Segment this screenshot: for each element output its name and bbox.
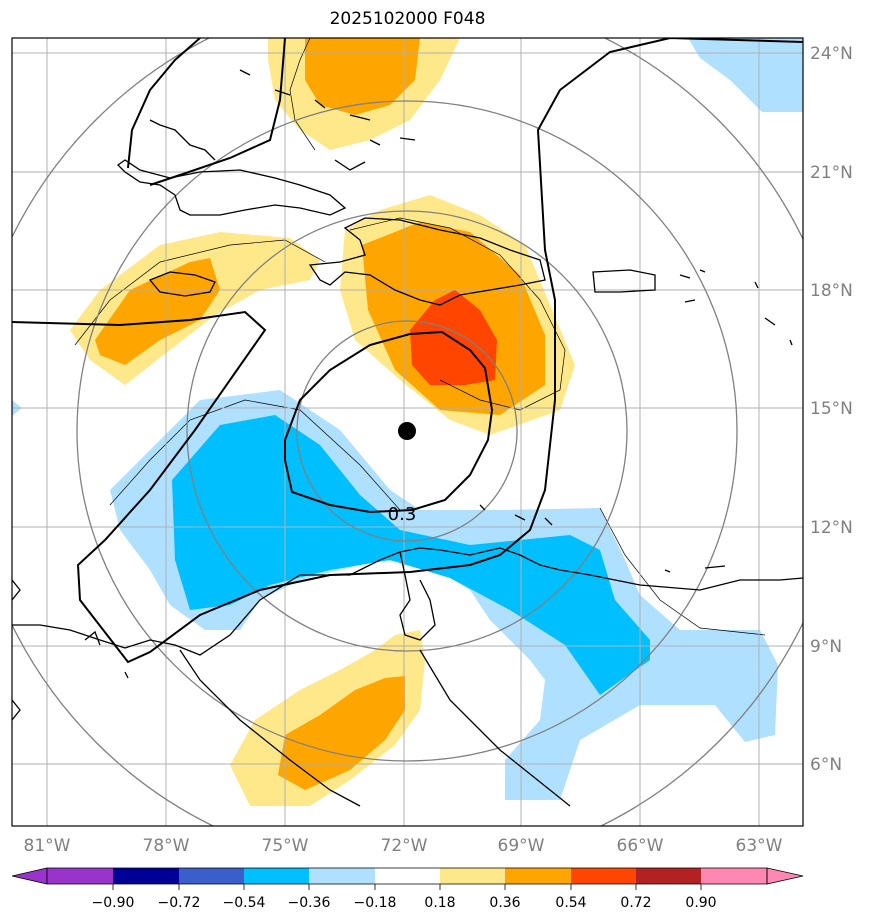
map-frame [11, 37, 804, 827]
colorbar-bin [375, 868, 440, 884]
colorbar-extend-low [11, 867, 48, 885]
map-area [12, 38, 803, 826]
fill-ne-lightblue [688, 38, 803, 112]
fill-hispaniola-red [410, 290, 497, 385]
coast-lesser-islands [679, 269, 793, 346]
colorbar-tick-label: 0.72 [620, 895, 651, 911]
lon-label-69w: 69°W [498, 836, 545, 856]
lon-label-81w: 81°W [24, 836, 71, 856]
lat-label-18n: 18°N [810, 281, 853, 301]
fill-jamaica-orange [95, 258, 220, 365]
coast-hispaniola [308, 217, 546, 306]
colorbar-tick-label: −0.72 [158, 895, 201, 911]
contour-label: 0.3 [388, 504, 417, 525]
colorbar-outline [46, 867, 768, 885]
colorbar-extend-high [766, 867, 804, 885]
fill-colombia-orange [278, 676, 405, 790]
colorbar-bin [571, 868, 636, 884]
coast-islands-south [479, 504, 726, 573]
colorbar-bin [505, 868, 571, 884]
contour-0-3 [284, 330, 494, 514]
coast-bahamas [239, 69, 416, 171]
coastlines [12, 69, 803, 807]
coast-puerto-rico [592, 269, 656, 293]
lat-label-21n: 21°N [810, 163, 853, 183]
range-rings [12, 38, 803, 826]
colorbar-tick-label: 0.36 [489, 895, 520, 911]
map-title: 2025102000 F048 [329, 9, 486, 29]
colorbar-bin [309, 868, 375, 884]
mean-contours [12, 38, 803, 664]
colorbar-ticks [112, 884, 702, 890]
colorbar-bin [179, 868, 244, 884]
lon-labels: 81°W 78°W 75°W 72°W 69°W 66°W 63°W [24, 836, 783, 856]
colorbar-bin [440, 868, 505, 884]
colorbar-bin [47, 868, 113, 884]
lon-label-78w: 78°W [143, 836, 190, 856]
coast-venezuela-inland [179, 649, 571, 807]
coast-florida-keys [149, 119, 216, 161]
colorbar-tick-label: −0.54 [223, 895, 266, 911]
colorbar-bin [244, 868, 309, 884]
colorbar-tick-labels: −0.90 −0.72 −0.54 −0.36 −0.18 0.18 0.36 … [92, 895, 717, 911]
colorbar-tick-label: −0.18 [354, 895, 397, 911]
lat-label-12n: 12°N [810, 518, 853, 538]
colorbar-bin [636, 868, 701, 884]
positive-anomaly-fill [70, 38, 575, 806]
contour-upper-left [127, 38, 201, 169]
colorbar-tick-label: 0.54 [555, 895, 586, 911]
contour-upper-mid [149, 38, 286, 186]
colorbar-tick-label: 0.18 [424, 895, 455, 911]
lat-label-24n: 24°N [810, 44, 853, 64]
coast-cuba [116, 159, 347, 216]
coast-gulf-venezuela [399, 551, 436, 641]
colorbar: −0.90 −0.72 −0.54 −0.36 −0.18 0.18 0.36 … [11, 867, 804, 911]
colorbar-tick-label: 0.90 [685, 895, 716, 911]
lon-label-72w: 72°W [381, 836, 428, 856]
fill-caribbean-blue [172, 415, 650, 695]
lon-label-75w: 75°W [262, 836, 309, 856]
colorbar-tick-label: −0.90 [92, 895, 135, 911]
colorbar-tick-label: −0.36 [288, 895, 331, 911]
fill-north-orange [305, 38, 420, 115]
lat-labels: 24°N 21°N 18°N 15°N 12°N 9°N 6°N [810, 44, 853, 775]
coast-jamaica [148, 271, 216, 297]
negative-anomaly-fill [12, 38, 803, 800]
lon-label-63w: 63°W [736, 836, 783, 856]
lat-label-15n: 15°N [810, 399, 853, 419]
storm-center-marker [398, 422, 416, 440]
lat-label-6n: 6°N [810, 755, 842, 775]
colorbar-bin [701, 868, 767, 884]
colorbar-bin [113, 868, 179, 884]
contour-west [12, 38, 803, 664]
lat-label-9n: 9°N [810, 637, 842, 657]
lon-label-66w: 66°W [617, 836, 664, 856]
coast-central-america [12, 579, 129, 721]
